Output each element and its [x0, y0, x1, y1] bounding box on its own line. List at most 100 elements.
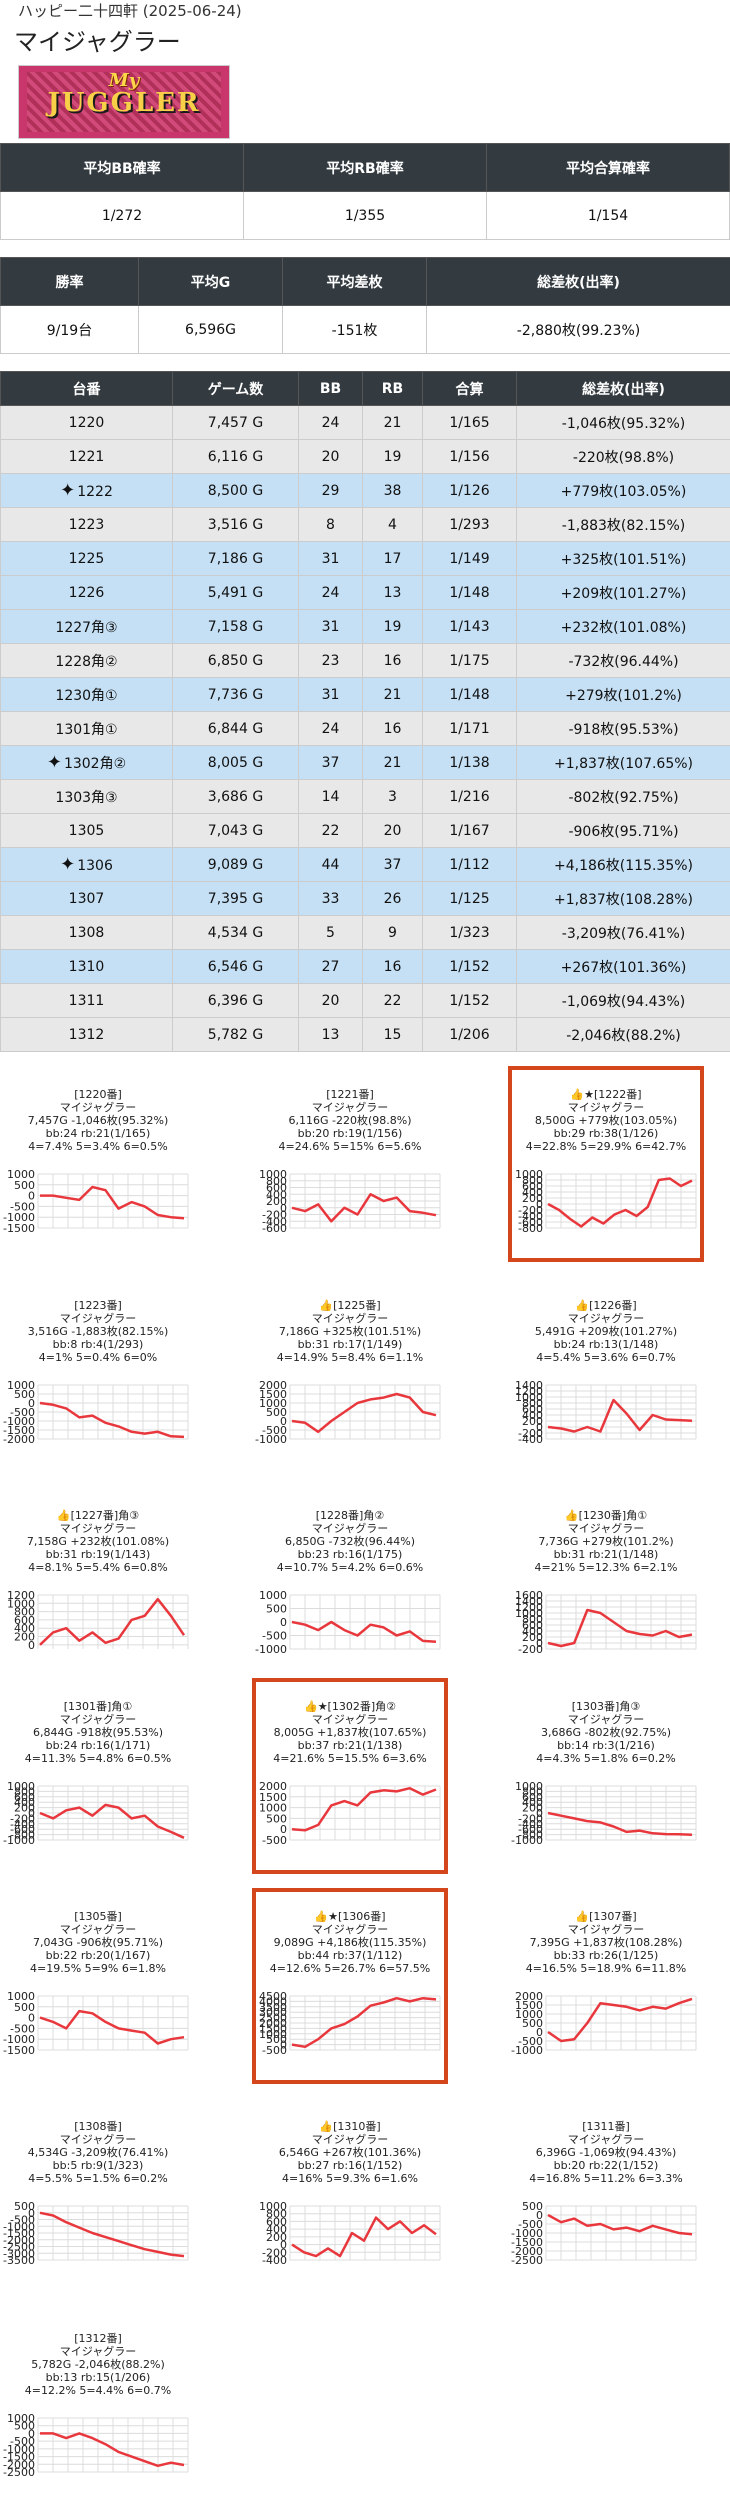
- cell-machine-no: 1310: [0, 949, 173, 984]
- y-tick-label: -1000: [3, 2220, 35, 2233]
- cell-rb: 21: [362, 677, 423, 712]
- card-caption: [1308番] マイジャグラー 4,534G -3,209枚(76.41%) bb:5…: [0, 2120, 196, 2185]
- cell-machine-no-text: 1227角③: [55, 619, 118, 636]
- cell-machine-no: 1230角①: [0, 677, 173, 712]
- card-model: マイジャグラー: [59, 1522, 137, 1535]
- cell-rb: 13: [362, 575, 423, 610]
- value-avg-rb: 1/355: [243, 191, 487, 240]
- y-tick-label: -1500: [3, 1222, 35, 1235]
- cell-diff-text: +267枚(101.36%): [560, 959, 687, 976]
- cell-machine-no-text: 1226: [68, 584, 105, 601]
- card-summary: 6,116G -220枚(98.8%): [288, 1114, 412, 1127]
- cell-rb-text: 17: [383, 550, 402, 567]
- card-summary: 7,395G +1,837枚(108.28%): [529, 1936, 683, 1949]
- cell-rb-text: 21: [383, 686, 402, 703]
- table-row: 1311 6,396 G 20 22 1/152 -1,069枚(94.43%): [0, 983, 730, 1018]
- y-tick-label: 1000: [515, 1780, 543, 1793]
- header-avg-bb: 平均BB確率: [0, 143, 244, 192]
- y-tick-label: 1500: [259, 1791, 287, 1804]
- y-tick-label: -500: [518, 2035, 543, 2048]
- card-summary: 6,844G -918枚(95.53%): [32, 1726, 163, 1739]
- card-bonus: bb:31 rb:21(1/148): [553, 1548, 659, 1561]
- y-tick-label: -2000: [3, 2458, 35, 2471]
- cell-rb-text: 26: [383, 890, 402, 907]
- cell-games-text: 7,457 G: [207, 414, 264, 431]
- cell-games-text: 7,043 G: [207, 822, 264, 839]
- y-tick-label: 400: [522, 1796, 543, 1809]
- y-tick-label: 400: [266, 1188, 287, 1201]
- y-tick-label: -200: [10, 1812, 35, 1825]
- y-tick-label: 1000: [259, 2028, 287, 2041]
- cell-diff-text: +279枚(101.2%): [565, 687, 682, 704]
- card-title-text: [1305番]: [74, 1910, 122, 1923]
- y-tick-label: 400: [266, 2223, 287, 2236]
- table-row: 1225 7,186 G 31 17 1/149 +325枚(101.51%): [0, 541, 730, 576]
- card-title-text: [1303番]角③: [571, 1700, 641, 1713]
- cell-games: 6,850 G: [172, 643, 299, 678]
- card-summary: 7,736G +279枚(101.2%): [538, 1535, 674, 1548]
- card-title: [1220番]: [0, 1088, 196, 1101]
- card-bonus: bb:24 rb:16(1/171): [45, 1739, 151, 1752]
- card-setting-prob: 4=24.6% 5=15% 6=5.6%: [278, 1140, 422, 1153]
- cell-bb-text: 24: [321, 720, 340, 737]
- y-tick-label: -500: [10, 2022, 35, 2035]
- cell-games: 7,158 G: [172, 609, 299, 644]
- y-tick-label: 1200: [515, 1601, 543, 1614]
- cell-diff-text: +1,837枚(107.65%): [553, 755, 694, 772]
- y-tick-label: 2000: [259, 2017, 287, 2030]
- card-setting-prob: 4=14.9% 5=8.4% 6=1.1%: [276, 1351, 424, 1364]
- cell-total-text: 1/152: [449, 958, 490, 975]
- y-tick-label: -2000: [3, 2234, 35, 2247]
- y-tick-label: 1600: [515, 1589, 543, 1602]
- cell-total: 1/126: [422, 473, 517, 508]
- y-tick-label: 2500: [259, 2012, 287, 2025]
- y-tick-label: 1500: [259, 1388, 287, 1401]
- cell-bb: 5: [298, 915, 363, 950]
- cell-games: 7,395 G: [172, 881, 299, 916]
- cell-machine-no: 1312: [0, 1017, 173, 1052]
- cell-games-text: 6,850 G: [207, 652, 264, 669]
- cell-machine-no: 1221: [0, 439, 173, 474]
- cell-games-text: 6,116 G: [207, 448, 264, 465]
- cell-games-text: 4,534 G: [207, 924, 264, 941]
- card-title: 👍[1230番]角①: [508, 1509, 704, 1522]
- cell-bb-text: 23: [321, 652, 340, 669]
- cell-rb: 3: [362, 779, 423, 814]
- table-row: 1303角③ 3,686 G 14 3 1/216 -802枚(92.75%): [0, 779, 730, 814]
- y-tick-label: 1000: [7, 1990, 35, 2003]
- card-caption: [1220番] マイジャグラー 7,457G -1,046枚(95.32%) bb:2…: [0, 1088, 196, 1153]
- cell-bb: 24: [298, 575, 363, 610]
- card-caption: 👍[1225番] マイジャグラー 7,186G +325枚(101.51%) bb:3…: [252, 1299, 448, 1364]
- y-tick-label: 1000: [515, 1168, 543, 1181]
- y-tick-label: 1200: [515, 1385, 543, 1398]
- y-tick-label: -600: [518, 1823, 543, 1836]
- cell-rb-text: 16: [383, 652, 402, 669]
- y-tick-label: 0: [536, 1198, 543, 1211]
- card-summary: 3,686G -802枚(92.75%): [540, 1726, 671, 1739]
- machine-chart-card: [1305番] マイジャグラー 7,043G -906枚(95.71%) bb:22 …: [0, 1888, 196, 2084]
- header-avg-total: 平均合算確率: [486, 143, 730, 192]
- cell-total-text: 1/175: [449, 652, 490, 669]
- cell-diff: +4,186枚(115.35%): [516, 847, 730, 882]
- card-setting-prob: 4=5.4% 5=3.6% 6=0.7%: [536, 1351, 676, 1364]
- cell-diff-text: +325枚(101.51%): [560, 551, 687, 568]
- machine-chart-card: 👍[1227番]角③ マイジャグラー 7,158G +232枚(101.08%) bb…: [0, 1487, 196, 1683]
- y-tick-label: -400: [10, 1818, 35, 1831]
- machine-chart-card: [1301番]角① マイジャグラー 6,844G -918枚(95.53%) bb:2…: [0, 1678, 196, 1874]
- card-setting-prob: 4=19.5% 5=9% 6=1.8%: [30, 1962, 166, 1975]
- card-bonus: bb:8 rb:4(1/293): [52, 1338, 144, 1351]
- juggler-logo: My JUGGLER: [18, 65, 230, 139]
- table-row: 1223 3,516 G 8 4 1/293 -1,883枚(82.15%): [0, 507, 730, 542]
- y-tick-label: 200: [522, 1631, 543, 1644]
- cell-machine-no: 1305: [0, 813, 173, 848]
- header-total: 合算: [422, 371, 517, 406]
- card-setting-prob: 4=12.2% 5=4.4% 6=0.7%: [24, 2384, 172, 2397]
- y-tick-label: -1500: [3, 2227, 35, 2240]
- y-tick-label: 2000: [259, 1379, 287, 1392]
- card-title: [1311番]: [508, 2120, 704, 2133]
- cell-diff-text: -906枚(95.71%): [568, 823, 679, 840]
- cell-games-text: 7,186 G: [207, 550, 264, 567]
- card-title-text: [1230番]角①: [578, 1509, 648, 1522]
